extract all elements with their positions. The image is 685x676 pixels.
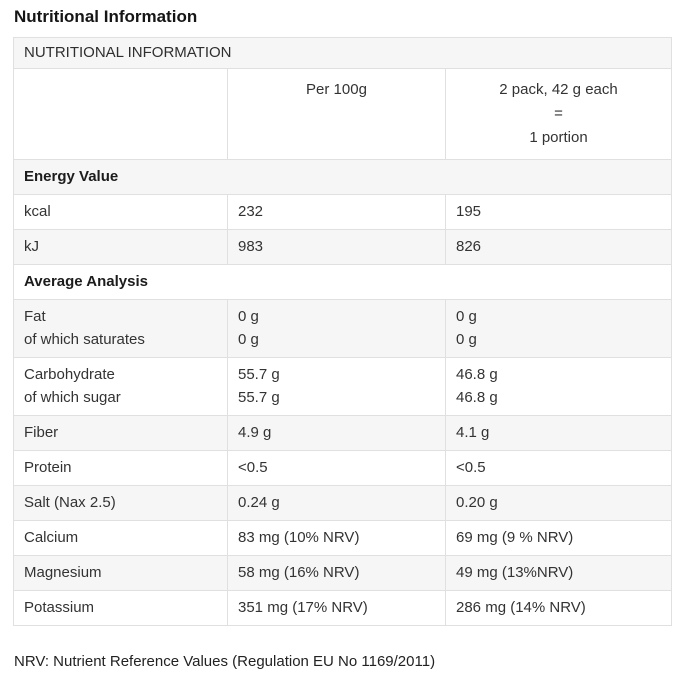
row-label: Salt (Nax 2.5) (13, 485, 228, 521)
column-header-per100g: Per 100g (227, 68, 446, 160)
row-portion-value: 4.1 g (444, 415, 673, 451)
section-label: Average Analysis (12, 264, 673, 300)
table-row-protein: Protein <0.5 <0.5 (13, 450, 673, 486)
row-label: Protein (13, 450, 228, 486)
row-per100g-value: 232 (227, 194, 446, 230)
row-portion-value: 0 g 0 g (444, 299, 673, 358)
row-label-main: Fat (24, 308, 46, 325)
row-portion-sub: 46.8 g (456, 389, 498, 406)
section-row-average-analysis: Average Analysis (12, 264, 673, 300)
row-per100g-value: 58 mg (16% NRV) (227, 555, 446, 591)
row-portion-value: 69 mg (9 % NRV) (444, 520, 673, 556)
column-header-portion: 2 pack, 42 g each = 1 portion (444, 68, 673, 160)
row-label: Fiber (13, 415, 228, 451)
column-header-row: Per 100g 2 pack, 42 g each = 1 portion (13, 68, 673, 160)
row-per100g-main: 0 g (238, 308, 259, 325)
table-row-salt: Salt (Nax 2.5) 0.24 g 0.20 g (13, 485, 673, 521)
table-row-kj: kJ 983 826 (13, 229, 673, 265)
page-title: Nutritional Information (14, 7, 198, 26)
row-label: kJ (13, 229, 228, 265)
row-portion-value: 195 (444, 194, 673, 230)
row-per100g-value: 0 g 0 g (227, 299, 446, 358)
row-per100g-value: 55.7 g 55.7 g (227, 357, 446, 416)
row-label-main: Carbohydrate (24, 366, 115, 383)
section-row-energy-value: Energy Value (12, 159, 673, 195)
table-title: NUTRITIONAL INFORMATION (12, 37, 673, 69)
row-per100g-value: 983 (227, 229, 446, 265)
row-label-sub: of which sugar (24, 389, 121, 406)
row-portion-value: 49 mg (13%NRV) (444, 555, 673, 591)
table-title-row: NUTRITIONAL INFORMATION (12, 37, 673, 69)
row-per100g-value: 83 mg (10% NRV) (227, 520, 446, 556)
row-label: Potassium (13, 590, 228, 626)
row-per100g-value: 4.9 g (227, 415, 446, 451)
row-portion-value: 286 mg (14% NRV) (444, 590, 673, 626)
row-label-sub: of which saturates (24, 331, 145, 348)
table-row-kcal: kcal 232 195 (13, 194, 673, 230)
row-portion-sub: 0 g (456, 331, 477, 348)
table-row-potassium: Potassium 351 mg (17% NRV) 286 mg (14% N… (13, 590, 673, 626)
portion-header-line1: 2 pack, 42 g each (499, 81, 618, 98)
table-row-calcium: Calcium 83 mg (10% NRV) 69 mg (9 % NRV) (13, 520, 673, 556)
table-row-magnesium: Magnesium 58 mg (16% NRV) 49 mg (13%NRV) (13, 555, 673, 591)
row-per100g-sub: 55.7 g (238, 389, 280, 406)
row-label: Carbohydrate of which sugar (13, 357, 228, 416)
nrv-footnote: NRV: Nutrient Reference Values (Regulati… (14, 653, 436, 670)
row-portion-value: 46.8 g 46.8 g (444, 357, 673, 416)
portion-header-line2: = (554, 105, 563, 122)
row-label: Magnesium (13, 555, 228, 591)
row-label: Fat of which saturates (13, 299, 228, 358)
row-label: kcal (13, 194, 228, 230)
row-portion-value: <0.5 (444, 450, 673, 486)
row-per100g-value: 0.24 g (227, 485, 446, 521)
table-row-fat: Fat of which saturates 0 g 0 g 0 g 0 g (13, 299, 673, 358)
section-label: Energy Value (12, 159, 673, 195)
row-per100g-main: 55.7 g (238, 366, 280, 383)
row-portion-value: 826 (444, 229, 673, 265)
row-portion-main: 46.8 g (456, 366, 498, 383)
row-portion-value: 0.20 g (444, 485, 673, 521)
table-row-carbohydrate: Carbohydrate of which sugar 55.7 g 55.7 … (13, 357, 673, 416)
row-label: Calcium (13, 520, 228, 556)
portion-header-line3: 1 portion (529, 129, 588, 146)
row-per100g-value: 351 mg (17% NRV) (227, 590, 446, 626)
nutrition-table: NUTRITIONAL INFORMATION Per 100g 2 pack,… (12, 37, 673, 626)
column-header-label (13, 68, 228, 160)
table-row-fiber: Fiber 4.9 g 4.1 g (13, 415, 673, 451)
row-per100g-sub: 0 g (238, 331, 259, 348)
row-portion-main: 0 g (456, 308, 477, 325)
row-per100g-value: <0.5 (227, 450, 446, 486)
